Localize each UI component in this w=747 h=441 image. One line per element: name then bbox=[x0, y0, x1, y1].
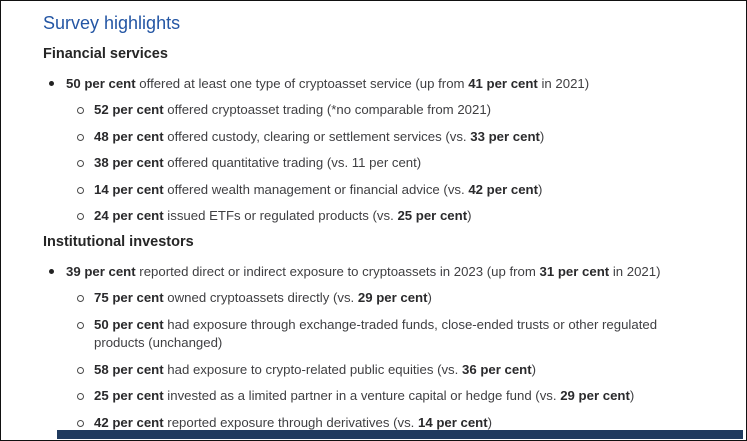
bullet-circle-icon bbox=[77, 295, 84, 303]
bullet-text: 75 per cent owned cryptoassets directly … bbox=[94, 289, 730, 307]
text-segment: ) bbox=[487, 414, 493, 430]
page-title: Survey highlights bbox=[43, 13, 181, 33]
text-segment: 58 per cent bbox=[94, 361, 164, 377]
list-item: 24 per cent issued ETFs or regulated pro… bbox=[43, 207, 730, 225]
text-segment: in 2021) bbox=[609, 263, 661, 279]
text-segment: 42 per cent bbox=[94, 414, 164, 430]
bullet-circle-icon bbox=[77, 393, 84, 401]
list-item: 38 per cent offered quantitative trading… bbox=[43, 154, 730, 172]
text-segment: ) bbox=[629, 388, 635, 404]
text-segment: ) bbox=[427, 290, 432, 306]
bullet-text: 48 per cent offered custody, clearing or… bbox=[94, 128, 730, 146]
text-segment: reported direct or indirect exposure to … bbox=[135, 263, 540, 279]
text-segment: 36 per cent bbox=[461, 361, 532, 377]
list-item: 58 per cent had exposure to crypto-relat… bbox=[43, 361, 730, 379]
text-segment: invested as a limited partner in a ventu… bbox=[163, 388, 561, 404]
text-segment: 38 per cent bbox=[94, 155, 164, 171]
text-segment: ) bbox=[539, 128, 545, 144]
text-segment: 14 per cent bbox=[418, 414, 488, 430]
bullet-circle-icon bbox=[77, 213, 84, 221]
list-item: 14 per cent offered wealth management or… bbox=[43, 181, 730, 199]
bullet-circle-icon bbox=[77, 107, 84, 115]
bullet-circle-icon bbox=[77, 366, 84, 374]
financial-services-bullet-list: 50 per cent offered at least one type of… bbox=[43, 75, 730, 226]
bullet-circle-icon bbox=[77, 160, 84, 168]
page-content: Survey highlights Financial services 50 … bbox=[1, 1, 746, 432]
text-segment: 33 per cent bbox=[470, 128, 540, 144]
list-item: 50 per cent offered at least one type of… bbox=[43, 75, 730, 93]
text-segment: 42 per cent bbox=[468, 181, 538, 197]
text-segment: offered wealth management or financial a… bbox=[163, 181, 469, 197]
list-item: 42 per cent reported exposure through de… bbox=[43, 414, 730, 432]
text-segment: 29 per cent bbox=[357, 290, 428, 306]
list-item: 75 per cent owned cryptoassets directly … bbox=[43, 289, 730, 307]
bullet-disc-icon bbox=[49, 268, 54, 274]
text-segment: 52 per cent bbox=[94, 102, 164, 118]
text-segment: offered cryptoasset trading (*no compara… bbox=[163, 102, 492, 118]
text-segment: 25 per cent bbox=[94, 388, 164, 404]
footer-bar bbox=[57, 430, 743, 439]
text-segment: 50 per cent bbox=[66, 76, 136, 91]
text-segment: 25 per cent bbox=[397, 208, 468, 224]
text-segment: in 2021) bbox=[537, 76, 590, 91]
text-segment: 48 per cent bbox=[94, 128, 164, 144]
list-item: 48 per cent offered custody, clearing or… bbox=[43, 128, 730, 146]
text-segment: owned cryptoassets directly (vs. bbox=[163, 290, 358, 306]
bullet-text: 50 per cent offered at least one type of… bbox=[66, 75, 730, 93]
text-segment: 31 per cent bbox=[539, 263, 610, 279]
text-segment: 50 per cent bbox=[94, 316, 164, 332]
text-segment: offered quantitative trading (vs. 11 per… bbox=[163, 155, 422, 171]
text-segment: 14 per cent bbox=[94, 181, 164, 197]
institutional-investors-bullet-list: 39 per cent reported direct or indirect … bbox=[43, 263, 730, 432]
list-item: 52 per cent offered cryptoasset trading … bbox=[43, 101, 730, 119]
bullet-disc-icon bbox=[49, 81, 54, 86]
section-heading-financial-services: Financial services bbox=[43, 46, 168, 62]
text-segment: ) bbox=[531, 361, 537, 377]
bullet-circle-icon bbox=[77, 133, 84, 141]
bullet-text: 52 per cent offered cryptoasset trading … bbox=[94, 101, 730, 119]
list-item: 25 per cent invested as a limited partne… bbox=[43, 387, 730, 405]
text-segment: ) bbox=[467, 208, 472, 224]
bullet-text: 42 per cent reported exposure through de… bbox=[94, 414, 730, 432]
text-segment: had exposure to crypto-related public eq… bbox=[163, 361, 462, 377]
section-heading-institutional-investors: Institutional investors bbox=[43, 233, 194, 250]
text-segment: offered custody, clearing or settlement … bbox=[163, 128, 471, 144]
bullet-circle-icon bbox=[77, 186, 84, 194]
text-segment: ) bbox=[537, 181, 543, 197]
text-segment: offered at least one type of cryptoasset… bbox=[135, 76, 469, 91]
text-segment: issued ETFs or regulated products (vs. bbox=[163, 208, 398, 224]
text-segment: had exposure through exchange-traded fun… bbox=[94, 316, 658, 351]
bullet-circle-icon bbox=[77, 419, 84, 427]
text-segment: 41 per cent bbox=[468, 76, 538, 91]
text-segment: 29 per cent bbox=[560, 388, 630, 404]
list-item: 50 per cent had exposure through exchang… bbox=[43, 316, 730, 353]
bullet-text: 58 per cent had exposure to crypto-relat… bbox=[94, 361, 730, 379]
text-segment: reported exposure through derivatives (v… bbox=[163, 414, 418, 430]
bullet-text: 50 per cent had exposure through exchang… bbox=[94, 316, 730, 353]
bullet-text: 39 per cent reported direct or indirect … bbox=[66, 263, 730, 281]
list-item: 39 per cent reported direct or indirect … bbox=[43, 263, 730, 281]
bullet-text: 25 per cent invested as a limited partne… bbox=[94, 387, 730, 405]
text-segment: 75 per cent bbox=[94, 290, 164, 306]
text-segment: 39 per cent bbox=[66, 263, 136, 279]
text-segment: 24 per cent bbox=[94, 208, 164, 224]
bullet-text: 38 per cent offered quantitative trading… bbox=[94, 154, 730, 172]
bullet-text: 24 per cent issued ETFs or regulated pro… bbox=[94, 207, 730, 225]
bullet-circle-icon bbox=[77, 321, 84, 329]
bullet-text: 14 per cent offered wealth management or… bbox=[94, 181, 730, 199]
